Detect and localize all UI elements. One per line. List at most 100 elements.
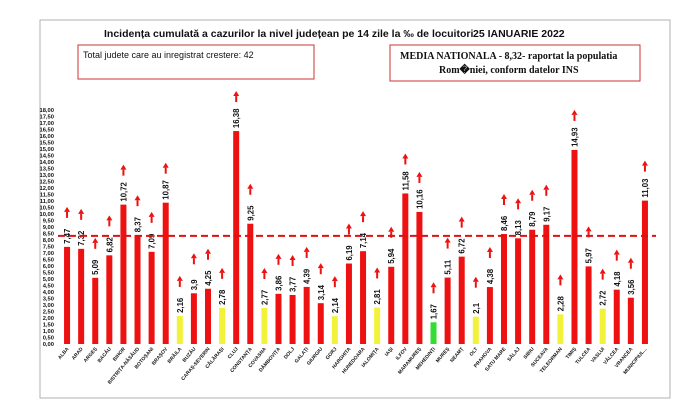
bar-value-label: 9,25 <box>246 205 255 221</box>
bar-value-label: 6,72 <box>458 238 467 254</box>
bar-value-label: 2,1 <box>472 302 481 314</box>
bar-value-label: 8,13 <box>514 219 523 235</box>
trend-arrow-icon <box>289 254 296 260</box>
y-tick-label: 7,50 <box>43 245 54 251</box>
bar-value-label: 5,11 <box>444 259 453 274</box>
trend-arrow-shaft <box>136 200 139 207</box>
y-tick-label: 13,00 <box>39 173 54 179</box>
bar <box>148 251 155 344</box>
bar <box>613 289 620 344</box>
trend-arrow-icon <box>106 215 113 221</box>
trend-arrow-shaft <box>80 213 83 220</box>
trend-arrow-icon <box>444 237 451 243</box>
bar-value-label: 2,14 <box>331 297 340 313</box>
y-tick-label: 3,00 <box>43 303 54 309</box>
bar <box>303 286 310 344</box>
trend-arrow-shaft <box>446 242 449 249</box>
bar <box>444 277 451 344</box>
bar-value-label: 4,38 <box>486 268 495 284</box>
bar-value-label: 6,19 <box>345 245 354 261</box>
bar-value-label: 3,77 <box>289 277 298 292</box>
trend-arrow-shaft <box>460 221 463 228</box>
bar-value-label: 4,18 <box>613 271 622 287</box>
trend-arrow-icon <box>515 198 522 204</box>
trend-arrow-shaft <box>601 273 604 280</box>
bar <box>641 200 648 344</box>
bar-value-label: 11,03 <box>641 178 650 198</box>
y-tick-label: 1,00 <box>43 329 54 335</box>
bar-value-label: 2,28 <box>556 296 565 312</box>
bar-value-label: 2,81 <box>373 289 382 305</box>
trend-arrow-shaft <box>94 242 97 249</box>
bar-value-label: 10,16 <box>415 189 424 209</box>
y-tick-label: 13,50 <box>39 167 54 173</box>
bar <box>233 131 240 344</box>
trend-arrow-icon <box>458 216 465 222</box>
bar-value-label: 8,79 <box>528 211 537 227</box>
y-tick-label: 2,00 <box>43 316 54 322</box>
y-tick-label: 8,50 <box>43 232 54 238</box>
bar <box>331 316 338 344</box>
bar <box>190 293 197 344</box>
trend-arrow-shaft <box>221 272 224 279</box>
trend-arrow-shaft <box>66 211 69 218</box>
trend-arrow-icon <box>176 275 183 281</box>
trend-arrow-icon <box>613 249 620 255</box>
bar <box>162 202 169 344</box>
y-tick-label: 0,00 <box>43 342 54 348</box>
bar <box>106 255 113 344</box>
bar-value-label: 2,78 <box>218 289 227 305</box>
trend-arrow-icon <box>345 223 352 229</box>
trend-arrow-shaft <box>587 231 590 238</box>
trend-arrow-shaft <box>207 253 209 260</box>
y-tick-label: 15,50 <box>39 141 54 147</box>
y-tick-label: 16,00 <box>39 134 54 140</box>
bar-value-label: 2,16 <box>176 297 185 313</box>
trend-arrow-icon <box>585 226 592 232</box>
trend-arrow-icon <box>402 153 409 159</box>
bar <box>543 224 550 344</box>
y-tick-label: 10,00 <box>39 212 54 218</box>
trend-arrow-shaft <box>629 262 632 269</box>
trend-arrow-shaft <box>164 167 167 174</box>
trend-arrow-icon <box>261 267 268 273</box>
y-tick-label: 16,50 <box>39 128 54 134</box>
trend-arrow-shaft <box>291 259 294 266</box>
bar <box>557 314 564 344</box>
bar <box>78 248 85 344</box>
trend-arrow-shaft <box>643 165 646 172</box>
y-tick-label: 4,50 <box>43 284 54 290</box>
trend-arrow-shaft <box>573 114 576 121</box>
bar <box>120 204 127 344</box>
trend-arrow-shaft <box>545 189 548 196</box>
bar-value-label: 3,86 <box>274 275 283 291</box>
trend-arrow-shaft <box>488 252 491 259</box>
bar <box>219 307 226 344</box>
bar <box>92 277 99 344</box>
trend-arrow-shaft <box>192 258 195 265</box>
bar-value-label: 16,38 <box>232 108 241 128</box>
y-tick-label: 6,50 <box>43 258 54 264</box>
bar <box>205 288 211 344</box>
bar-value-label: 4,25 <box>204 270 213 286</box>
trend-arrow-icon <box>472 276 479 282</box>
trend-arrow-icon <box>374 267 381 273</box>
chart-title: Incidența cumulată a cazurilor la nivel … <box>104 28 473 40</box>
trend-arrow-icon <box>219 267 226 273</box>
x-tick-label: OLT <box>469 346 480 357</box>
bar <box>261 307 268 344</box>
bar <box>430 322 437 344</box>
y-tick-label: 5,50 <box>43 271 54 277</box>
y-tick-label: 7,00 <box>43 251 54 257</box>
y-tick-label: 14,50 <box>39 154 54 160</box>
bar <box>176 315 183 344</box>
total-counties-box <box>77 44 315 80</box>
trend-arrow-icon <box>599 268 606 274</box>
trend-arrow-shaft <box>263 272 266 279</box>
trend-arrow-icon <box>571 109 578 115</box>
trend-arrow-shaft <box>108 220 111 227</box>
trend-arrow-shaft <box>333 281 336 288</box>
bar-value-label: 5,09 <box>91 259 100 275</box>
bar <box>360 251 367 344</box>
trend-arrow-shaft <box>559 279 562 286</box>
